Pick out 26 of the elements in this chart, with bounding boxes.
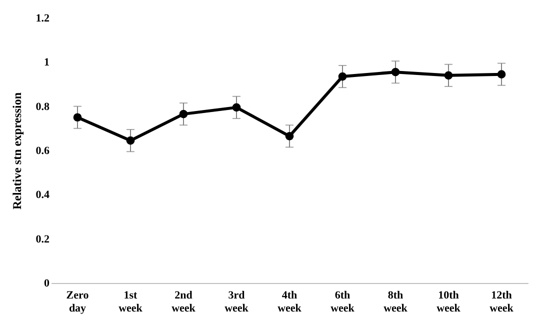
- point: [444, 71, 453, 80]
- y-axis-title: Relative stn expression: [10, 92, 24, 210]
- y-tick-label: 1: [44, 56, 50, 69]
- x-tick-label: 1st week: [118, 290, 144, 314]
- point: [497, 70, 506, 78]
- point: [391, 68, 400, 76]
- point: [285, 132, 294, 140]
- x-tick-label: Zero day: [66, 290, 90, 314]
- y-tick-label: 0.6: [36, 145, 50, 157]
- y-tick-label: 0.8: [36, 100, 50, 113]
- point: [73, 113, 82, 122]
- point: [179, 110, 188, 118]
- x-tick-label: 6th week: [330, 290, 356, 314]
- point: [232, 103, 241, 112]
- x-tick-label: 8th week: [384, 290, 408, 314]
- y-tick-label: 0.4: [36, 189, 50, 202]
- y-tick-label: 1.2: [36, 12, 50, 24]
- point: [126, 136, 135, 145]
- point: [338, 72, 347, 81]
- x-tick-label: 2nd week: [172, 290, 196, 314]
- x-tick-label: 10th week: [436, 290, 462, 314]
- x-tick-label: 12th week: [490, 290, 514, 314]
- x-tick-label: 4th week: [278, 290, 302, 314]
- y-tick-label: 0: [44, 278, 50, 290]
- y-tick-label: 0.2: [36, 233, 50, 246]
- x-tick-label: 3rd week: [224, 290, 250, 314]
